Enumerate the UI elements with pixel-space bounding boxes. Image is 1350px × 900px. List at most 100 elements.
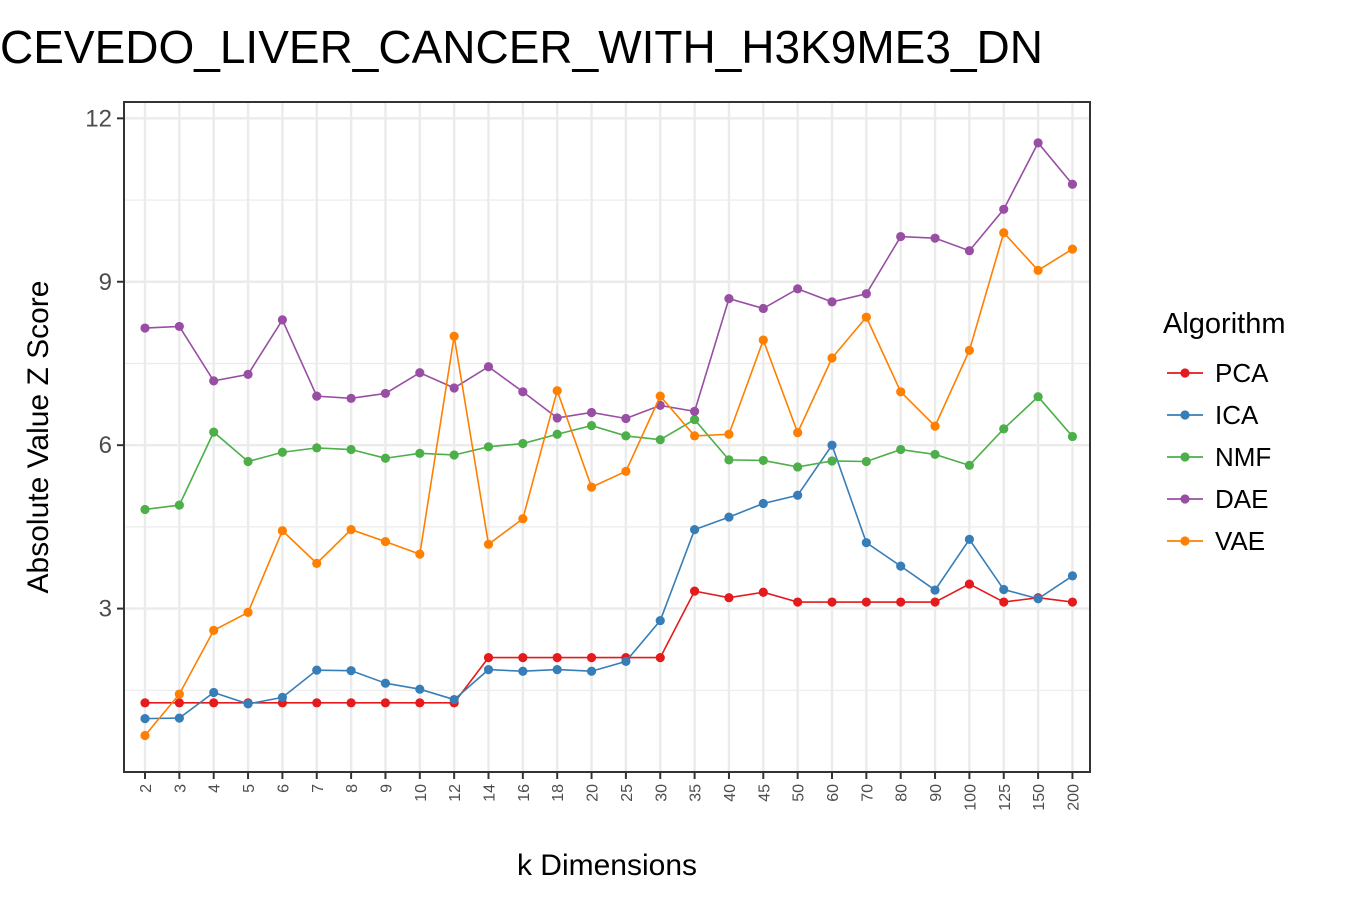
data-point-nmf (552, 429, 562, 439)
legend-key-point-dae (1180, 494, 1190, 504)
data-point-pca (964, 579, 975, 589)
data-point-vae (827, 353, 837, 363)
data-point-dae (483, 362, 494, 372)
data-point-vae (896, 387, 906, 397)
data-point-pca (552, 653, 562, 663)
x-tick-label: 20 (585, 784, 602, 802)
data-point-nmf (277, 447, 287, 457)
data-point-ica (140, 714, 150, 724)
data-point-ica (209, 687, 219, 698)
data-point-vae (415, 549, 425, 559)
data-point-dae (449, 383, 459, 393)
data-point-vae (1067, 244, 1078, 254)
y-tick-label: 9 (99, 269, 112, 296)
data-point-pca (586, 653, 597, 663)
x-tick-label: 45 (756, 784, 773, 802)
data-point-ica (861, 538, 871, 548)
data-point-ica (621, 656, 631, 667)
data-point-vae (518, 514, 528, 524)
data-point-ica (243, 699, 253, 709)
x-tick-label: 10 (413, 784, 430, 802)
data-point-dae (621, 413, 631, 424)
legend-key-point-pca (1180, 368, 1190, 378)
data-point-dae (999, 204, 1009, 214)
series-line-ica (144, 443, 1073, 720)
data-point-pca (140, 698, 150, 708)
series-line-pca (145, 583, 1073, 704)
data-point-dae (174, 321, 184, 332)
legend-key-point-vae (1180, 536, 1190, 546)
y-tick-label: 3 (99, 596, 112, 623)
data-point-ica (724, 512, 734, 522)
x-tick-label: 12 (447, 784, 464, 802)
data-point-dae (209, 376, 219, 386)
data-point-nmf (1067, 431, 1078, 442)
x-tick-label: 100 (962, 784, 979, 811)
data-point-ica (655, 615, 665, 626)
data-point-pca (861, 597, 871, 607)
x-tick-label: 30 (653, 784, 670, 802)
data-point-vae (483, 539, 494, 549)
data-point-pca (793, 597, 803, 607)
data-point-dae (896, 231, 906, 242)
data-point-vae (758, 335, 768, 345)
data-point-dae (243, 369, 253, 379)
data-point-ica (346, 666, 356, 676)
panel-border (123, 101, 1091, 773)
data-point-ica (380, 678, 391, 688)
data-point-ica (449, 694, 459, 705)
data-point-pca (312, 698, 322, 708)
data-point-nmf (758, 455, 768, 466)
data-point-pca (655, 653, 665, 663)
series-line-vae (144, 231, 1073, 737)
x-tick-label: 50 (791, 784, 808, 802)
y-axis-title: Absolute Value Z Score (22, 281, 55, 594)
data-point-pca (346, 698, 356, 708)
data-point-nmf (621, 431, 631, 441)
data-point-dae (277, 315, 287, 325)
data-point-nmf (964, 460, 975, 470)
x-tick-label: 125 (997, 784, 1014, 811)
data-point-vae (552, 386, 562, 396)
data-point-dae (690, 406, 700, 416)
data-point-dae (1067, 179, 1078, 189)
data-point-vae (999, 228, 1009, 238)
series-line-dae (144, 141, 1074, 420)
x-tick-label: 4 (207, 784, 224, 793)
legend-title: Algorithm (1163, 308, 1286, 340)
x-tick-label: 5 (241, 784, 258, 793)
data-point-vae (586, 482, 597, 492)
data-point-nmf (312, 443, 322, 453)
x-tick-label: 16 (516, 784, 533, 802)
data-point-ica (586, 666, 597, 676)
data-point-dae (552, 413, 562, 423)
data-point-pca (209, 698, 219, 708)
data-point-vae (243, 607, 253, 617)
data-point-nmf (174, 500, 184, 510)
data-point-nmf (140, 504, 150, 515)
data-point-ica (483, 664, 494, 675)
data-point-pca (415, 698, 425, 708)
y-tick-label: 12 (85, 105, 112, 132)
data-point-vae (724, 429, 734, 439)
data-point-nmf (896, 444, 906, 455)
data-point-nmf (861, 456, 871, 467)
x-tick-label: 8 (344, 784, 361, 793)
data-point-ica (518, 666, 528, 676)
y-tick-label: 6 (99, 432, 112, 459)
data-point-vae (174, 689, 184, 699)
data-point-pca (930, 597, 940, 607)
x-tick-label: 60 (825, 784, 842, 802)
data-point-dae (1033, 138, 1043, 148)
data-point-ica (758, 498, 768, 509)
x-tick-label: 3 (172, 784, 189, 793)
data-point-ica (827, 440, 837, 450)
data-point-ica (174, 713, 184, 723)
data-point-vae (312, 558, 322, 568)
data-point-dae (312, 391, 322, 401)
data-point-pca (827, 597, 837, 607)
chart-title: CEVEDO_LIVER_CANCER_WITH_H3K9ME3_DN (0, 21, 1043, 73)
data-point-nmf (243, 456, 253, 467)
